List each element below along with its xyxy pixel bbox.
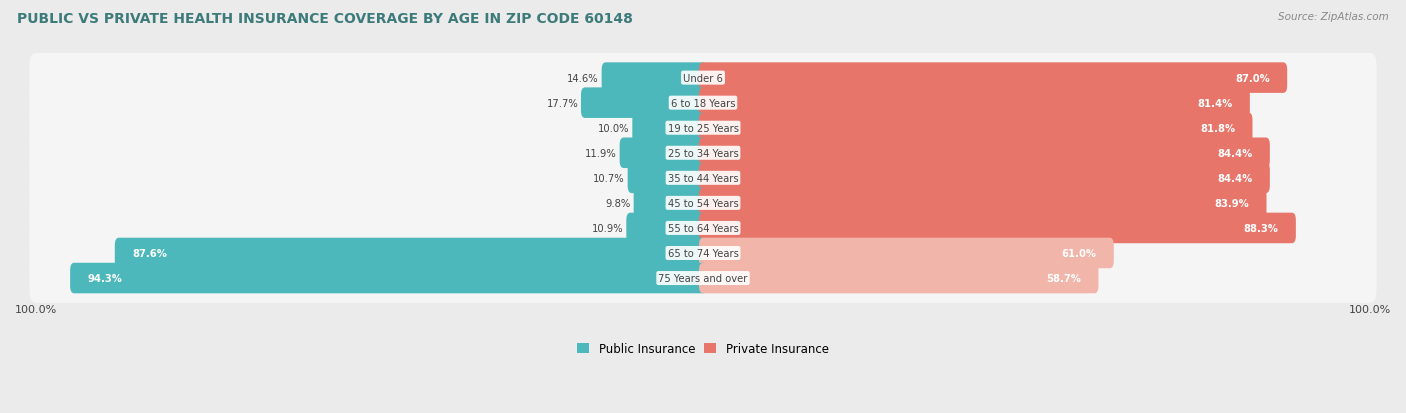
- Text: 6 to 18 Years: 6 to 18 Years: [671, 98, 735, 108]
- Text: 17.7%: 17.7%: [547, 98, 578, 108]
- Text: 19 to 25 Years: 19 to 25 Years: [668, 123, 738, 133]
- FancyBboxPatch shape: [699, 213, 1296, 244]
- Text: 84.4%: 84.4%: [1218, 173, 1253, 183]
- Text: 81.8%: 81.8%: [1201, 123, 1234, 133]
- Text: 65 to 74 Years: 65 to 74 Years: [668, 248, 738, 259]
- FancyBboxPatch shape: [633, 113, 707, 144]
- Text: 94.3%: 94.3%: [87, 273, 122, 283]
- Text: 83.9%: 83.9%: [1215, 198, 1249, 209]
- Text: 9.8%: 9.8%: [606, 198, 631, 209]
- FancyBboxPatch shape: [30, 104, 1376, 153]
- FancyBboxPatch shape: [699, 163, 1270, 194]
- Text: 87.6%: 87.6%: [132, 248, 167, 259]
- FancyBboxPatch shape: [30, 129, 1376, 178]
- FancyBboxPatch shape: [602, 63, 707, 94]
- Text: 81.4%: 81.4%: [1198, 98, 1233, 108]
- FancyBboxPatch shape: [699, 238, 1114, 268]
- Text: 88.3%: 88.3%: [1244, 223, 1278, 233]
- FancyBboxPatch shape: [30, 229, 1376, 278]
- FancyBboxPatch shape: [699, 138, 1270, 169]
- FancyBboxPatch shape: [30, 254, 1376, 303]
- Text: 87.0%: 87.0%: [1234, 74, 1270, 83]
- Text: 75 Years and over: 75 Years and over: [658, 273, 748, 283]
- FancyBboxPatch shape: [30, 54, 1376, 103]
- Text: 55 to 64 Years: 55 to 64 Years: [668, 223, 738, 233]
- FancyBboxPatch shape: [581, 88, 707, 119]
- Text: 35 to 44 Years: 35 to 44 Years: [668, 173, 738, 183]
- Legend: Public Insurance, Private Insurance: Public Insurance, Private Insurance: [572, 337, 834, 360]
- FancyBboxPatch shape: [626, 213, 707, 244]
- Text: 10.9%: 10.9%: [592, 223, 624, 233]
- FancyBboxPatch shape: [627, 163, 707, 194]
- Text: 14.6%: 14.6%: [568, 74, 599, 83]
- Text: Under 6: Under 6: [683, 74, 723, 83]
- FancyBboxPatch shape: [620, 138, 707, 169]
- FancyBboxPatch shape: [699, 113, 1253, 144]
- FancyBboxPatch shape: [30, 179, 1376, 228]
- FancyBboxPatch shape: [699, 188, 1267, 218]
- FancyBboxPatch shape: [30, 204, 1376, 253]
- Text: 84.4%: 84.4%: [1218, 148, 1253, 159]
- FancyBboxPatch shape: [115, 238, 707, 268]
- Text: 58.7%: 58.7%: [1046, 273, 1081, 283]
- FancyBboxPatch shape: [70, 263, 707, 294]
- Text: PUBLIC VS PRIVATE HEALTH INSURANCE COVERAGE BY AGE IN ZIP CODE 60148: PUBLIC VS PRIVATE HEALTH INSURANCE COVER…: [17, 12, 633, 26]
- FancyBboxPatch shape: [30, 78, 1376, 128]
- Text: 11.9%: 11.9%: [585, 148, 617, 159]
- FancyBboxPatch shape: [699, 63, 1286, 94]
- FancyBboxPatch shape: [699, 263, 1098, 294]
- Text: 61.0%: 61.0%: [1062, 248, 1097, 259]
- Text: Source: ZipAtlas.com: Source: ZipAtlas.com: [1278, 12, 1389, 22]
- FancyBboxPatch shape: [699, 88, 1250, 119]
- FancyBboxPatch shape: [634, 188, 707, 218]
- Text: 25 to 34 Years: 25 to 34 Years: [668, 148, 738, 159]
- Text: 45 to 54 Years: 45 to 54 Years: [668, 198, 738, 209]
- Text: 10.0%: 10.0%: [598, 123, 630, 133]
- FancyBboxPatch shape: [30, 154, 1376, 203]
- Text: 10.7%: 10.7%: [593, 173, 626, 183]
